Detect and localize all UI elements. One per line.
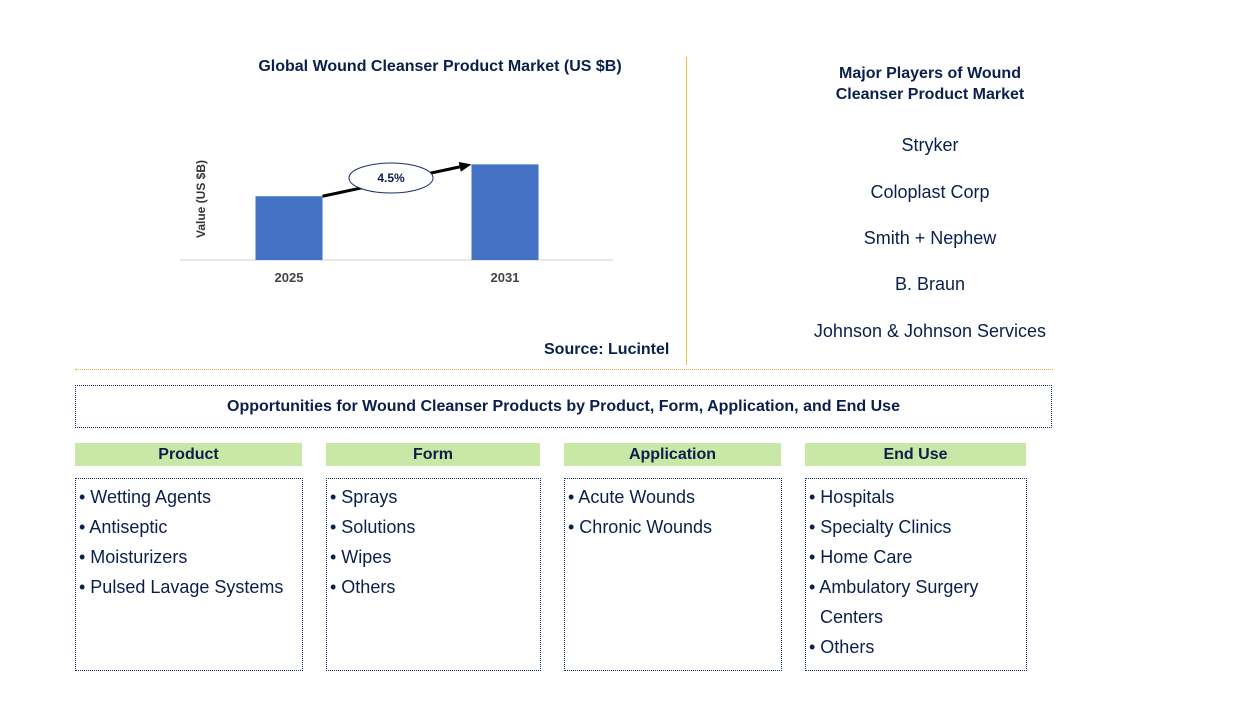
source-label: Source: Lucintel: [544, 341, 670, 358]
cagr-label: 4.5%: [377, 171, 405, 185]
player-johnson: Johnson & Johnson Services: [813, 321, 1047, 341]
player-smith-nephew: Smith + Nephew: [863, 228, 997, 248]
list-item: • Others: [809, 637, 875, 657]
cagr-ellipse: [348, 162, 434, 194]
list-item: • Moisturizers: [79, 547, 188, 567]
list-item: • Wetting Agents: [79, 487, 212, 507]
bar-2031: [471, 164, 539, 260]
chart-title: Global Wound Cleanser Product Market (US…: [258, 58, 622, 75]
list-item: • Wipes: [330, 547, 392, 567]
list-item: • Pulsed Lavage Systems: [79, 577, 284, 597]
list-item: • Sprays: [330, 487, 398, 507]
player-coloplast: Coloplast Corp: [870, 182, 990, 202]
end-use-list-box: • Hospitals • Specialty Clinics • Home C…: [805, 478, 1027, 671]
list-item: • Antiseptic: [79, 517, 168, 537]
column-header-application: Application: [564, 443, 781, 466]
product-list-box: • Wetting Agents • Antiseptic • Moisturi…: [75, 478, 303, 671]
application-list-box: • Acute Wounds • Chronic Wounds: [564, 478, 782, 671]
list-item: • Others: [330, 577, 396, 597]
column-header-product: Product: [75, 443, 302, 466]
opportunities-title-box: Opportunities for Wound Cleanser Product…: [75, 385, 1052, 428]
x-tick-label: 2025: [275, 270, 304, 285]
list-item: • Specialty Clinics: [809, 517, 952, 537]
list-item: • Home Care: [809, 547, 913, 567]
horizontal-divider: [75, 369, 1053, 370]
player-stryker: Stryker: [901, 135, 959, 155]
y-axis-label: Value (US $B): [194, 160, 208, 238]
vertical-divider: [686, 57, 687, 365]
growth-arrow-head: [458, 161, 472, 172]
list-item: • Hospitals: [809, 487, 895, 507]
players-title-line2: Cleanser Product Market: [835, 86, 1025, 103]
form-list-box: • Sprays • Solutions • Wipes • Others: [326, 478, 541, 671]
list-item: • Chronic Wounds: [568, 517, 713, 537]
player-b-braun: B. Braun: [894, 274, 966, 294]
list-item: • Solutions: [330, 517, 416, 537]
column-header-form: Form: [326, 443, 540, 466]
list-item: • Acute Wounds: [568, 487, 696, 507]
players-title-line1: Major Players of Wound: [839, 65, 1021, 82]
bar-chart: Value (US $B) 2025 2031 4.5%: [180, 160, 613, 285]
bar-2025: [255, 196, 323, 260]
list-item: • Ambulatory Surgery: [809, 577, 979, 597]
column-header-end-use: End Use: [805, 443, 1026, 466]
players-title: Major Players of Wound Cleanser Product …: [800, 63, 1060, 105]
list-item: Centers: [820, 607, 884, 627]
x-tick-label: 2031: [491, 270, 520, 285]
opportunities-title: Opportunities for Wound Cleanser Product…: [227, 397, 900, 415]
